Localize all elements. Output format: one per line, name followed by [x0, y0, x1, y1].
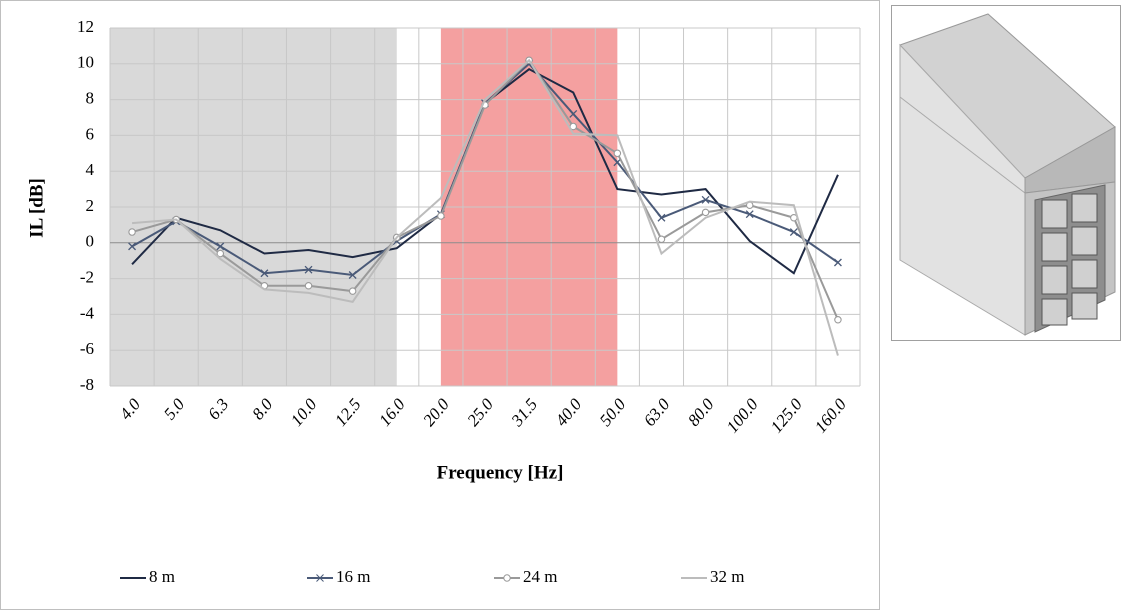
- x-axis-title: Frequency [Hz]: [437, 462, 564, 483]
- y-tick-label: 6: [86, 124, 95, 143]
- marker-circle: [129, 229, 135, 235]
- marker-circle: [658, 236, 664, 242]
- marker-circle: [614, 150, 620, 156]
- marker-circle: [305, 283, 311, 289]
- marker-circle: [349, 288, 355, 294]
- y-axis-title: IL [dB]: [26, 178, 47, 238]
- marker-circle: [702, 209, 708, 215]
- legend-label: 8 m: [149, 567, 175, 586]
- y-tick-label: -2: [80, 268, 94, 287]
- y-tick-label: 2: [86, 196, 95, 215]
- legend-label: 32 m: [710, 567, 744, 586]
- y-tick-label: 4: [86, 160, 95, 179]
- y-tick-label: -4: [80, 303, 95, 322]
- y-tick-label: 12: [77, 17, 94, 36]
- legend-label: 24 m: [523, 567, 557, 586]
- page: Frequency [Hz] IL [dB] 8 m 16 m 24 m 32 m -…: [0, 0, 1121, 610]
- marker-circle: [835, 317, 841, 323]
- legend-label: 16 m: [336, 567, 370, 586]
- marker-circle: [438, 213, 444, 219]
- legend-marker: [504, 575, 510, 581]
- y-tick-label: 8: [86, 89, 95, 108]
- y-tick-label: -6: [80, 339, 94, 358]
- y-tick-label: 0: [86, 232, 95, 251]
- model-image: [892, 6, 1121, 341]
- chart: Frequency [Hz] IL [dB] 8 m 16 m 24 m 32 m -…: [0, 0, 1121, 610]
- plot-area: [110, 28, 860, 386]
- y-tick-label: 10: [77, 53, 94, 72]
- y-tick-label: -8: [80, 375, 94, 394]
